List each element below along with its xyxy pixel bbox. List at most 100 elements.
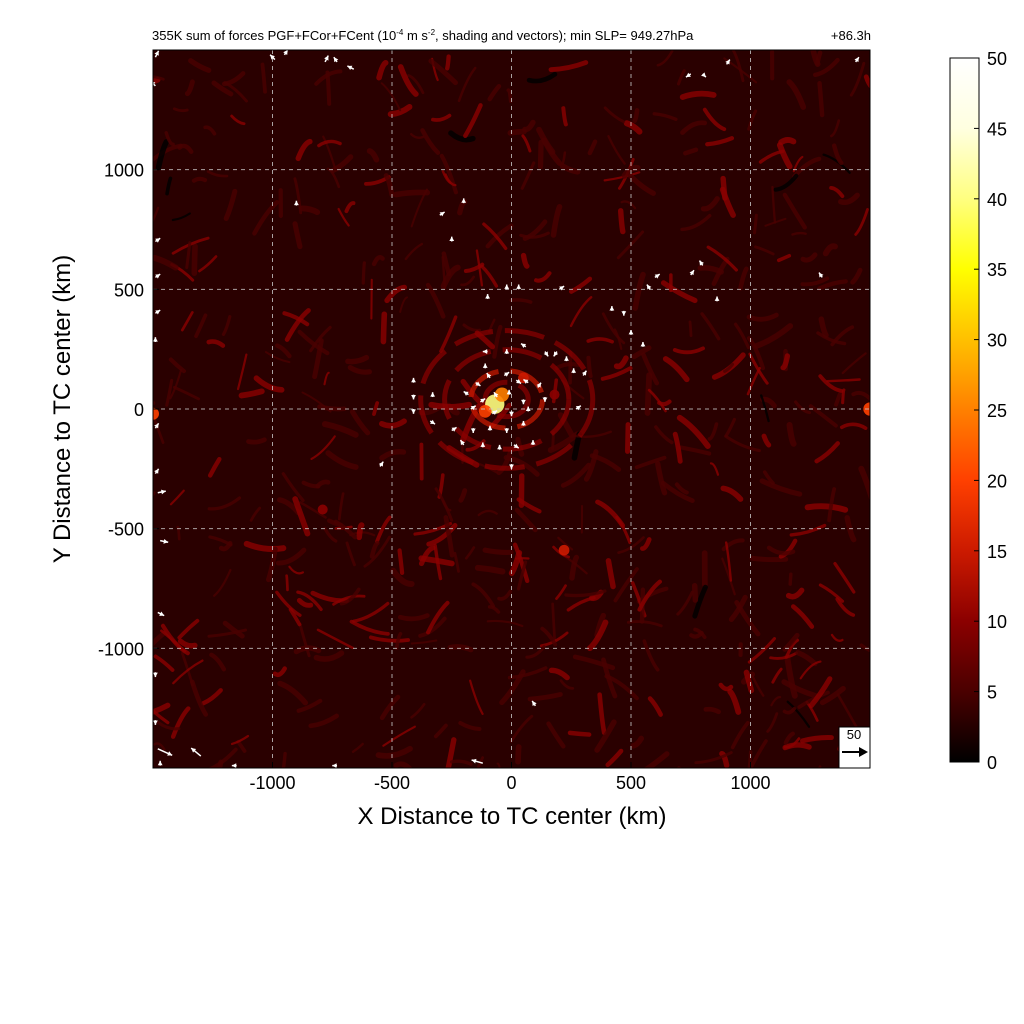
colorbar-tick-label: 30 [987, 331, 1007, 351]
force-vector [154, 237, 161, 243]
field-streak [707, 422, 719, 441]
field-streak [677, 766, 682, 768]
field-streak [308, 713, 340, 729]
field-streak [693, 627, 707, 640]
field-streak [230, 114, 246, 126]
field-streak [344, 201, 356, 214]
force-vector [487, 425, 493, 431]
field-streak [462, 323, 482, 332]
field-streak [841, 352, 867, 375]
field-streak [720, 485, 744, 502]
field-streak [469, 679, 484, 715]
field-streak [817, 81, 825, 118]
field-streak [164, 131, 175, 147]
field-streak [723, 362, 735, 373]
field-streak [613, 567, 639, 603]
field-streak [284, 308, 311, 342]
field-streak [211, 80, 234, 97]
force-vector [581, 370, 588, 376]
field-streak [230, 734, 250, 746]
field-streak [380, 82, 402, 112]
field-streak [795, 650, 818, 667]
field-streak [572, 654, 616, 671]
field-streak [727, 688, 742, 715]
field-streak [747, 637, 776, 664]
field-streak [773, 173, 799, 192]
field-streak [275, 547, 307, 566]
field-streak [630, 735, 645, 749]
field-streak [434, 487, 454, 522]
field-streak [721, 538, 745, 552]
field-streak [747, 109, 758, 131]
field-streak [165, 176, 173, 196]
force-vector [689, 269, 695, 276]
force-hotspot [558, 544, 570, 556]
field-streak [296, 698, 323, 713]
force-vector [269, 54, 276, 61]
field-streak [850, 267, 863, 285]
field-streak [441, 255, 447, 291]
force-vector [153, 81, 156, 87]
field-streak [674, 482, 689, 495]
field-streak [826, 378, 861, 383]
force-vector [482, 363, 488, 369]
field-streak [316, 628, 355, 650]
field-streak [351, 742, 364, 753]
field-streak [252, 200, 280, 236]
field-streak [680, 213, 712, 232]
force-vector [504, 428, 510, 433]
field-streak [734, 600, 761, 637]
field-streak [315, 479, 331, 489]
field-streak [647, 388, 667, 413]
field-streak [520, 161, 536, 190]
field-streak [818, 316, 829, 338]
field-streak [618, 208, 626, 235]
field-streak [831, 143, 844, 166]
field-streak [169, 369, 183, 400]
field-streak [310, 590, 349, 604]
colorbar-tick-label: 20 [987, 471, 1007, 491]
field-streak [361, 261, 366, 285]
field-streak [191, 243, 198, 276]
field-streak [858, 465, 870, 501]
field-streak [816, 331, 847, 346]
field-streak [221, 71, 246, 87]
force-vector [459, 439, 465, 446]
field-streak [299, 205, 321, 216]
reference-vector-arrow-head [859, 747, 868, 757]
field-streak [264, 351, 291, 364]
field-streak [569, 276, 593, 294]
force-vector [160, 539, 169, 544]
field-streak [782, 742, 812, 751]
field-streak [724, 541, 733, 582]
field-streak [428, 401, 472, 410]
field-streak [632, 271, 646, 311]
force-vector [506, 389, 512, 395]
field-streak [548, 667, 570, 681]
field-streak [246, 437, 267, 445]
field-streak [285, 574, 289, 592]
field-streak [460, 275, 475, 287]
reference-vector-label: 50 [847, 727, 861, 742]
field-streak [322, 135, 337, 171]
field-streak [170, 706, 191, 739]
field-streak [426, 600, 450, 635]
force-vector [542, 397, 548, 402]
field-streak [605, 748, 624, 768]
field-streak [812, 57, 840, 78]
field-streak [754, 245, 775, 256]
field-streak [172, 385, 200, 401]
field-streak [194, 313, 208, 339]
field-streak [762, 470, 775, 485]
field-streak [758, 149, 785, 164]
field-streak [337, 492, 345, 521]
field-streak [700, 196, 720, 212]
force-vector [654, 273, 661, 279]
field-streak [464, 546, 476, 560]
field-streak [822, 153, 851, 174]
field-streak [349, 619, 390, 636]
force-vector [154, 468, 160, 475]
reference-vector-box: 50 [838, 726, 871, 769]
field-streak [369, 540, 380, 559]
field-streak [785, 587, 805, 600]
